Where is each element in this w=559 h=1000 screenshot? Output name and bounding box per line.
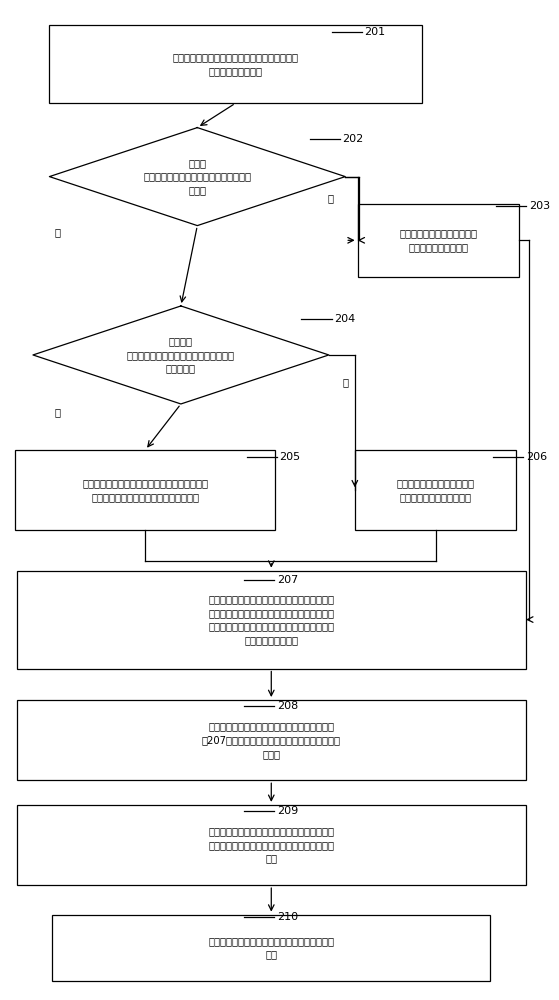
Text: 209: 209 — [277, 806, 298, 816]
Text: 利用创建的纹理图集，进行上述数据帧中图像的
渲染: 利用创建的纹理图集，进行上述数据帧中图像的 渲染 — [209, 936, 334, 960]
FancyBboxPatch shape — [17, 700, 526, 780]
Text: 针对该图像数据创建纹理，结
束对该图像数据的处理: 针对该图像数据创建纹理，结 束对该图像数据的处理 — [399, 229, 477, 252]
Text: 206: 206 — [526, 452, 547, 462]
FancyBboxPatch shape — [49, 25, 422, 103]
Text: 208: 208 — [277, 701, 298, 711]
Text: 判断是否
存在已有的纹理图集等待集合能够容纳当
前图像数据: 判断是否 存在已有的纹理图集等待集合能够容纳当 前图像数据 — [127, 336, 235, 374]
Text: 是: 是 — [342, 377, 348, 387]
Text: 203: 203 — [529, 201, 550, 211]
Text: 否: 否 — [55, 407, 60, 417]
Text: 202: 202 — [343, 134, 364, 144]
Text: 210: 210 — [277, 912, 298, 922]
Text: 205: 205 — [280, 452, 301, 462]
Text: 将该图像数据作为子纹理放入
该已有的纹理图集等待集合: 将该图像数据作为子纹理放入 该已有的纹理图集等待集合 — [397, 478, 475, 502]
FancyBboxPatch shape — [15, 450, 276, 530]
FancyBboxPatch shape — [52, 915, 490, 981]
Text: 根据该纹理图集等待集合所包含的子纹理（即图
像数据）的尺寸，采用预设的纹理合并算法，确
定所需要的纹理图集尺寸，以及纹理图集所包含
各子纹理的纹理坐标: 根据该纹理图集等待集合所包含的子纹理（即图 像数据）的尺寸，采用预设的纹理合并算… — [209, 594, 334, 645]
Text: 从待渲染数据帧中获取图像数据，针对各图像数
据分别执行以下步骤: 从待渲染数据帧中获取图像数据，针对各图像数 据分别执行以下步骤 — [173, 52, 299, 76]
FancyBboxPatch shape — [17, 571, 526, 669]
Text: 207: 207 — [277, 575, 298, 585]
Text: 否: 否 — [328, 193, 334, 203]
FancyBboxPatch shape — [17, 805, 526, 885]
Text: 将该纹理图集等待集合所包含的子纹理上传至纹
理图集对象的显存空间，并设置各子纹理的纹理
坐标: 将该纹理图集等待集合所包含的子纹理上传至纹 理图集对象的显存空间，并设置各子纹理… — [209, 826, 334, 864]
Text: 针对该纹理图集等待集合创建纹理图集对象，依
据207中确定出的尺寸，申请该纹理图集对象的显
存空间: 针对该纹理图集等待集合创建纹理图集对象，依 据207中确定出的尺寸，申请该纹理图… — [202, 721, 341, 759]
Text: 204: 204 — [334, 314, 356, 324]
Text: 201: 201 — [364, 27, 386, 37]
FancyBboxPatch shape — [358, 204, 519, 277]
Polygon shape — [49, 128, 345, 226]
Text: 是: 是 — [55, 227, 60, 237]
FancyBboxPatch shape — [355, 450, 517, 530]
Polygon shape — [33, 306, 329, 404]
Text: 判断该
图像数据的尺寸是否小于或等于预设的尺
寸阈值: 判断该 图像数据的尺寸是否小于或等于预设的尺 寸阈值 — [143, 158, 252, 195]
Text: 创建一个新的纹理图集等待集合，将该图像数据
作为子纹理放入该新的纹理图集等待集合: 创建一个新的纹理图集等待集合，将该图像数据 作为子纹理放入该新的纹理图集等待集合 — [82, 478, 209, 502]
